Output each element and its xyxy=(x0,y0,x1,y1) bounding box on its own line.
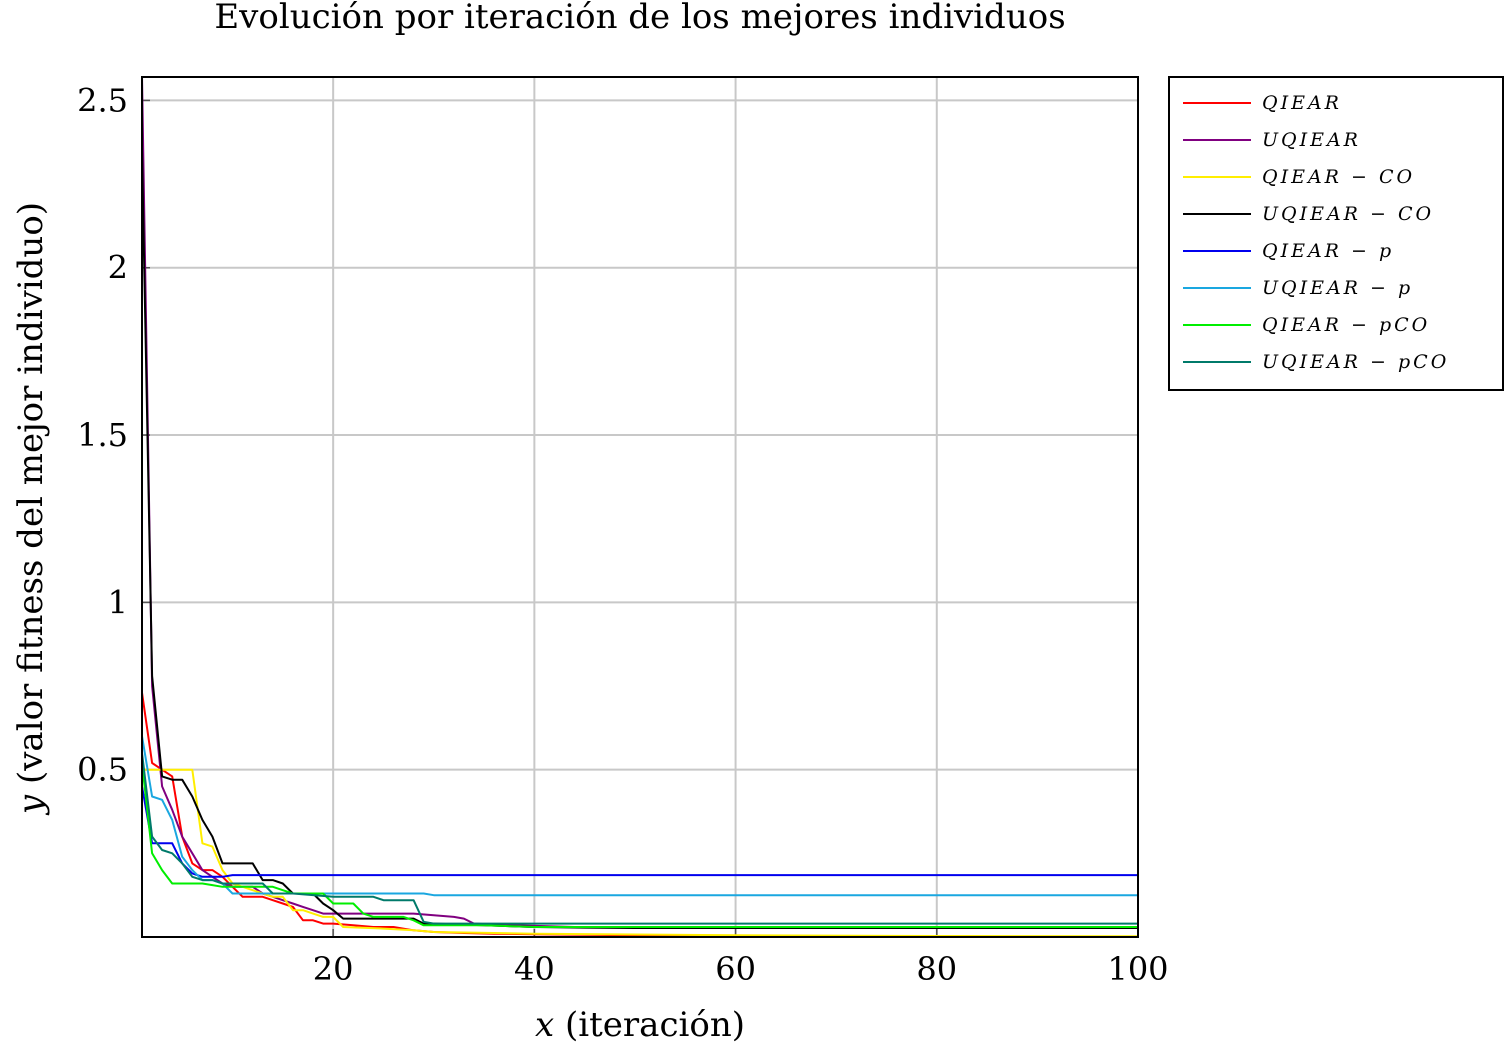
legend-label: UQIEAR − pCO xyxy=(1262,351,1449,373)
tick-labels: 20 40 60 80 100 0.5 1 1.5 2 2.5 xyxy=(77,81,1168,988)
legend-label: QIEAR − CO xyxy=(1262,166,1415,188)
y-tick-label: 1.5 xyxy=(77,416,128,454)
plot-frame xyxy=(141,76,1139,938)
legend-label: QIEAR − pCO xyxy=(1262,314,1430,336)
x-tick-label: 40 xyxy=(514,950,555,988)
chart-title: Evolución por iteración de los mejores i… xyxy=(214,0,1065,37)
series-line xyxy=(142,786,1138,878)
series-line xyxy=(142,736,1138,897)
x-axis-label-rest: (iteración) xyxy=(554,1005,745,1045)
series-line xyxy=(142,77,1138,929)
series-line xyxy=(142,768,1138,937)
y-tick-label: 2.5 xyxy=(77,81,128,119)
x-tick-label: 20 xyxy=(313,950,354,988)
y-axis-label-rest: (valor fitness del mejor individuo) xyxy=(11,202,51,795)
legend-label: UQIEAR xyxy=(1262,129,1361,151)
y-axis-label: y (valor fitness del mejor individuo) xyxy=(11,202,51,816)
series-line xyxy=(142,752,1138,925)
series-line xyxy=(142,762,1138,928)
legend-box xyxy=(1168,76,1504,391)
legend-label: UQIEAR − CO xyxy=(1262,203,1434,225)
x-tick-label: 100 xyxy=(1107,950,1168,988)
grid xyxy=(142,77,1139,937)
x-axis-label-var: x xyxy=(535,1005,554,1045)
series-line xyxy=(142,692,1138,937)
y-tick-label: 1 xyxy=(108,583,128,621)
x-tick-label: 80 xyxy=(916,950,957,988)
legend-label: UQIEAR − p xyxy=(1262,277,1413,299)
x-axis-label: x (iteración) xyxy=(535,1005,745,1045)
y-axis-label-var: y xyxy=(11,794,51,816)
y-tick-label: 0.5 xyxy=(77,751,128,789)
x-tick-label: 60 xyxy=(715,950,756,988)
legend: QIEAR UQIEAR QIEAR − CO UQIEAR − CO QIEAR − … xyxy=(1168,76,1504,391)
series-lines xyxy=(142,77,1138,937)
y-tick-label: 2 xyxy=(108,249,128,287)
legend-label: QIEAR − p xyxy=(1262,240,1394,262)
legend-label: QIEAR xyxy=(1262,92,1342,114)
